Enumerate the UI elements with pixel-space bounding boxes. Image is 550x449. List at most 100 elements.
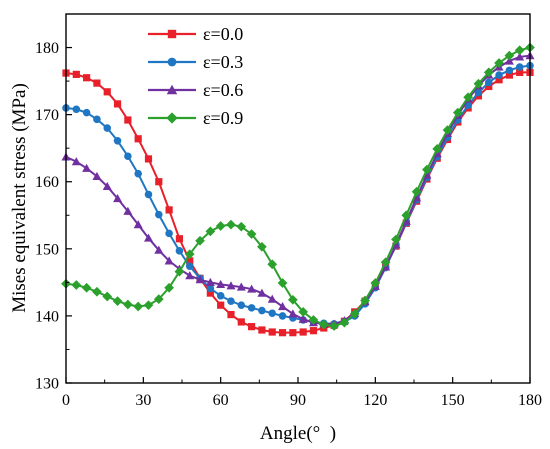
- data-point: [154, 245, 164, 254]
- data-point: [289, 329, 297, 337]
- data-point: [184, 249, 195, 260]
- data-point: [432, 143, 443, 154]
- series-line: [65, 54, 531, 325]
- data-point: [236, 221, 247, 232]
- data-point: [267, 259, 278, 270]
- data-point: [134, 169, 142, 178]
- data-point: [165, 206, 173, 214]
- data-point: [248, 323, 256, 331]
- data-point: [153, 294, 164, 304]
- x-tick-label: 180: [518, 392, 542, 409]
- data-point: [227, 310, 235, 319]
- data-point: [103, 88, 111, 96]
- data-point: [134, 135, 142, 143]
- data-point: [215, 221, 226, 231]
- data-point: [216, 292, 225, 300]
- data-point: [174, 266, 185, 277]
- data-point: [93, 115, 101, 124]
- data-point: [246, 229, 257, 239]
- legend-marker: [167, 57, 177, 67]
- data-point: [442, 125, 453, 135]
- data-point: [113, 137, 122, 145]
- data-point: [309, 327, 318, 335]
- data-point: [452, 107, 463, 118]
- data-point: [205, 277, 215, 286]
- data-point: [318, 319, 329, 330]
- legend-entry: ε=0.6: [148, 80, 243, 100]
- legend-label: ε=0.9: [203, 108, 243, 128]
- data-point: [339, 317, 350, 328]
- data-point: [463, 92, 473, 103]
- data-point: [258, 306, 266, 315]
- data-point: [217, 301, 225, 309]
- data-point: [349, 309, 360, 319]
- data-point: [370, 278, 381, 288]
- legend-label: ε=0.0: [203, 24, 243, 44]
- data-point: [515, 63, 524, 71]
- y-tick-label: 130: [35, 376, 59, 393]
- y-tick-label: 140: [35, 308, 59, 325]
- data-point: [164, 256, 174, 265]
- data-point: [505, 66, 514, 75]
- data-point: [278, 302, 288, 311]
- data-point: [164, 282, 174, 293]
- y-tick-label: 170: [35, 107, 59, 124]
- data-point: [495, 71, 503, 79]
- data-point: [185, 271, 195, 280]
- y-axis-title: Mises equivalent stress (MPa): [9, 83, 30, 313]
- data-point: [391, 234, 401, 245]
- data-point: [257, 288, 267, 297]
- data-point: [411, 186, 422, 197]
- legend-marker: [166, 84, 178, 95]
- data-point: [422, 164, 432, 175]
- data-point: [133, 220, 143, 229]
- y-tick-label: 160: [35, 174, 59, 191]
- data-point: [380, 257, 391, 268]
- data-point: [133, 301, 144, 312]
- data-point: [143, 233, 153, 242]
- data-point: [516, 68, 524, 76]
- data-point: [226, 219, 236, 230]
- data-point: [258, 326, 266, 334]
- data-point: [83, 74, 91, 82]
- data-point: [237, 318, 245, 326]
- x-axis-title: Angle(° ): [260, 423, 336, 444]
- data-point: [71, 280, 82, 290]
- data-point: [236, 282, 246, 291]
- data-point: [102, 181, 112, 191]
- data-point: [123, 206, 133, 215]
- data-point: [82, 163, 92, 172]
- data-point: [81, 282, 92, 293]
- data-point: [484, 78, 493, 87]
- legend-marker: [167, 29, 177, 39]
- data-point: [299, 328, 307, 336]
- data-point: [165, 229, 173, 238]
- data-point: [175, 247, 184, 255]
- data-point: [102, 291, 113, 302]
- data-point: [514, 45, 525, 56]
- data-point: [143, 300, 154, 311]
- data-point: [205, 226, 216, 237]
- data-point: [72, 70, 80, 78]
- series-line: [65, 71, 530, 334]
- data-point: [278, 329, 287, 337]
- data-point: [237, 301, 246, 309]
- legend: ε=0.0 ε=0.3 ε=0.6 ε=0.9: [148, 24, 243, 128]
- data-point: [82, 108, 91, 117]
- data-point: [195, 235, 205, 246]
- data-point: [216, 279, 226, 288]
- y-tick-label: 180: [35, 40, 59, 57]
- data-point: [155, 178, 163, 186]
- data-point: [155, 210, 163, 219]
- data-point: [329, 321, 339, 331]
- y-tick-label: 150: [35, 241, 59, 258]
- x-tick-label: 30: [135, 392, 151, 409]
- data-point: [504, 50, 515, 61]
- data-point: [71, 157, 81, 166]
- data-point: [195, 275, 205, 284]
- data-point: [267, 294, 277, 303]
- data-point: [185, 262, 194, 271]
- legend-label: ε=0.3: [203, 52, 243, 72]
- series-line: [65, 64, 531, 325]
- data-point: [268, 309, 277, 318]
